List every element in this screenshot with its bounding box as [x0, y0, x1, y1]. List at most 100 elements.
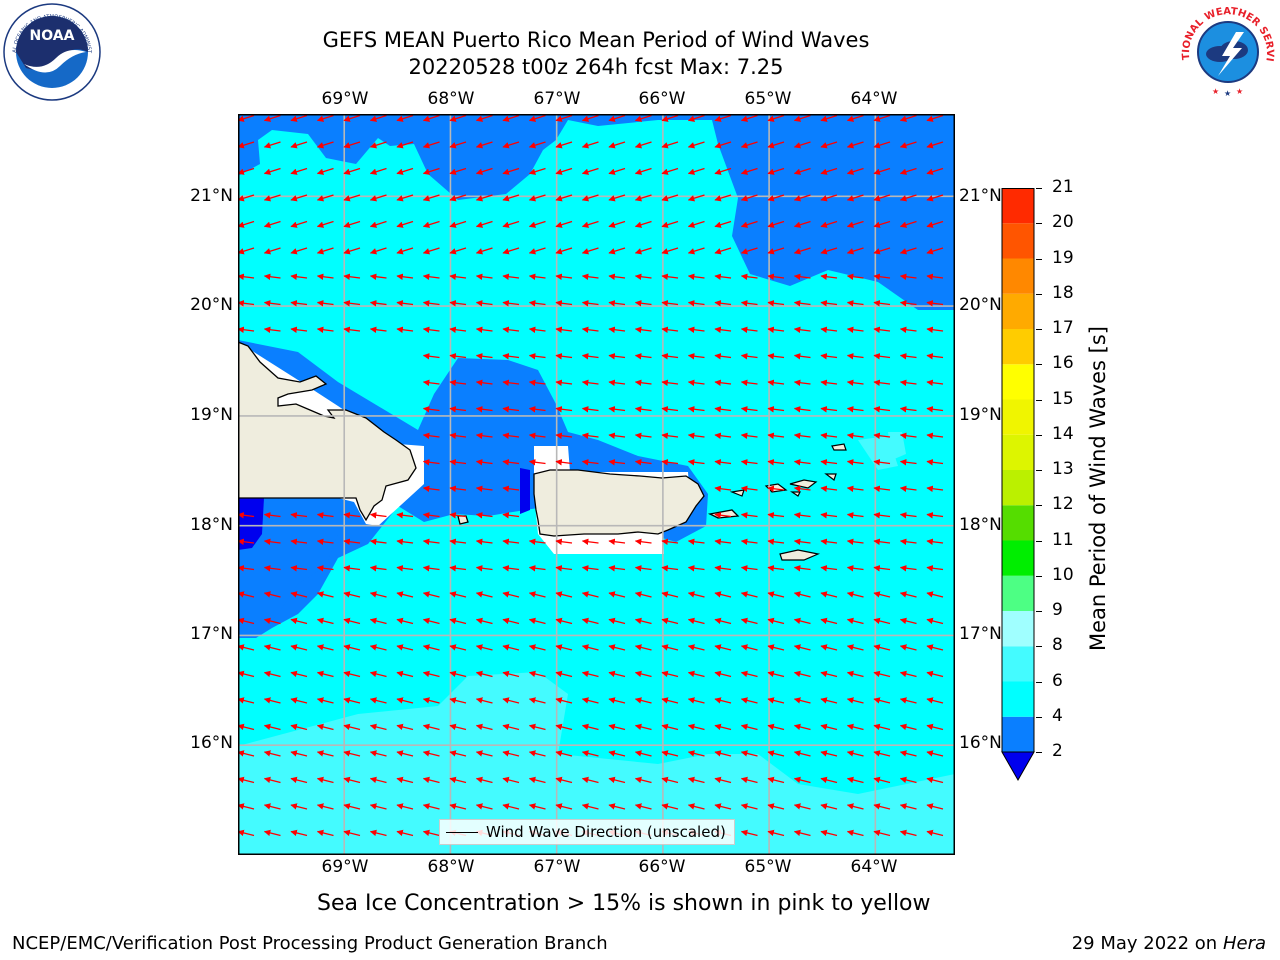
wind-wave-arrow — [528, 406, 546, 413]
wind-wave-arrow — [846, 485, 864, 492]
wind-wave-arrow — [899, 220, 917, 228]
wind-wave-arrow — [555, 538, 573, 545]
wind-wave-arrow — [820, 512, 838, 519]
wind-wave-arrow — [926, 565, 944, 572]
wind-wave-arrow — [475, 591, 493, 598]
wind-wave-arrow — [316, 114, 334, 122]
wind-wave-arrow — [316, 194, 334, 202]
wind-wave-arrow — [369, 644, 387, 651]
wind-wave-arrow — [263, 565, 281, 572]
wind-wave-arrow — [449, 459, 467, 466]
wind-wave-arrow — [555, 644, 573, 651]
wind-wave-arrow — [581, 167, 599, 175]
wind-wave-arrow — [793, 459, 811, 466]
wind-wave-arrow — [555, 326, 573, 333]
wind-wave-arrow — [820, 300, 838, 307]
footer-date-text: 29 May 2022 on — [1071, 933, 1218, 954]
wind-wave-arrow — [555, 803, 573, 810]
wind-wave-arrow — [475, 273, 493, 280]
wind-wave-arrow — [714, 670, 732, 678]
lat-tick-right: 20°N — [959, 295, 1002, 315]
wind-wave-arrow — [422, 194, 440, 202]
wind-wave-arrow — [369, 591, 387, 598]
wind-wave-arrow — [899, 379, 917, 386]
wind-wave-arrow — [608, 591, 626, 598]
wind-wave-arrow — [396, 273, 414, 280]
wind-wave-arrow — [793, 326, 811, 333]
wind-wave-arrow — [369, 803, 387, 810]
wind-wave-arrow — [449, 194, 467, 202]
lat-tick-right: 21°N — [959, 186, 1002, 206]
wind-wave-arrow — [528, 697, 546, 704]
wind-wave-arrow — [396, 538, 414, 545]
wind-wave-arrow — [899, 591, 917, 598]
wind-wave-arrow — [873, 565, 891, 572]
wind-wave-arrow — [926, 273, 944, 280]
wind-wave-arrow — [528, 273, 546, 280]
wind-wave-arrow — [740, 379, 758, 386]
lon-tick-bottom: 68°W — [427, 857, 475, 877]
wind-wave-arrow — [502, 114, 520, 122]
wind-wave-arrow — [846, 829, 864, 837]
wind-wave-arrow — [714, 617, 732, 625]
wind-wave-arrow — [263, 326, 281, 333]
wind-wave-arrow — [793, 406, 811, 413]
wind-wave-arrow — [449, 617, 467, 625]
wind-wave-arrow — [449, 220, 467, 228]
wind-wave-arrow — [555, 697, 573, 704]
wind-wave-arrow — [343, 247, 361, 255]
wind-wave-arrow — [238, 141, 255, 149]
wind-wave-arrow — [740, 776, 758, 784]
lon-tick-bottom: 65°W — [744, 857, 792, 877]
wind-wave-arrow — [714, 723, 732, 731]
wind-wave-arrow — [608, 459, 626, 466]
wind-wave-arrow — [343, 591, 361, 598]
wind-wave-arrow — [396, 829, 414, 837]
wind-wave-arrow — [343, 141, 361, 149]
lon-tick-top: 66°W — [638, 89, 686, 109]
wind-wave-arrow — [793, 803, 811, 810]
wind-wave-arrow — [926, 141, 944, 149]
wind-wave-arrow — [581, 247, 599, 255]
wind-wave-arrow — [793, 353, 811, 360]
wind-wave-arrow — [873, 300, 891, 307]
wind-wave-arrow — [846, 432, 864, 439]
colorbar-tick-mark — [1036, 258, 1042, 260]
wind-wave-arrow — [846, 750, 864, 757]
wind-wave-arrow — [740, 406, 758, 413]
colorbar-tick-mark — [1036, 575, 1042, 577]
wind-wave-direction-arrows — [238, 114, 944, 837]
wind-wave-arrow — [396, 617, 414, 625]
wind-wave-arrow — [263, 220, 281, 228]
wind-wave-arrow — [581, 538, 599, 545]
lat-tick-right: 16°N — [959, 733, 1002, 753]
wind-wave-arrow — [740, 750, 758, 757]
wind-wave-arrow — [528, 565, 546, 572]
wind-wave-arrow — [634, 194, 652, 202]
wind-wave-arrow — [714, 353, 732, 360]
wind-wave-arrow — [238, 803, 255, 810]
wind-wave-arrow — [369, 538, 387, 545]
wind-wave-arrow — [820, 697, 838, 704]
wind-wave-arrow — [661, 141, 679, 149]
wind-wave-arrow — [846, 379, 864, 386]
wind-wave-arrow — [714, 459, 732, 466]
wind-wave-arrow — [555, 247, 573, 255]
wind-wave-arrow — [899, 644, 917, 651]
wind-wave-arrow — [502, 379, 520, 386]
lon-tick-top: 64°W — [850, 89, 898, 109]
wind-wave-arrow — [608, 803, 626, 810]
wind-wave-arrow — [475, 538, 493, 545]
wind-wave-arrow — [793, 432, 811, 439]
wind-wave-arrow — [475, 247, 493, 255]
wind-wave-arrow — [714, 114, 732, 122]
wind-wave-arrow — [873, 829, 891, 837]
wind-wave-arrow — [263, 512, 281, 519]
colorbar-tick-mark — [1036, 434, 1042, 436]
wind-wave-arrow — [396, 194, 414, 202]
wind-wave-arrow — [634, 141, 652, 149]
wind-wave-arrow — [820, 803, 838, 810]
wind-wave-arrow — [238, 538, 255, 545]
wind-wave-arrow — [263, 776, 281, 784]
lat-tick-right: 17°N — [959, 624, 1002, 644]
